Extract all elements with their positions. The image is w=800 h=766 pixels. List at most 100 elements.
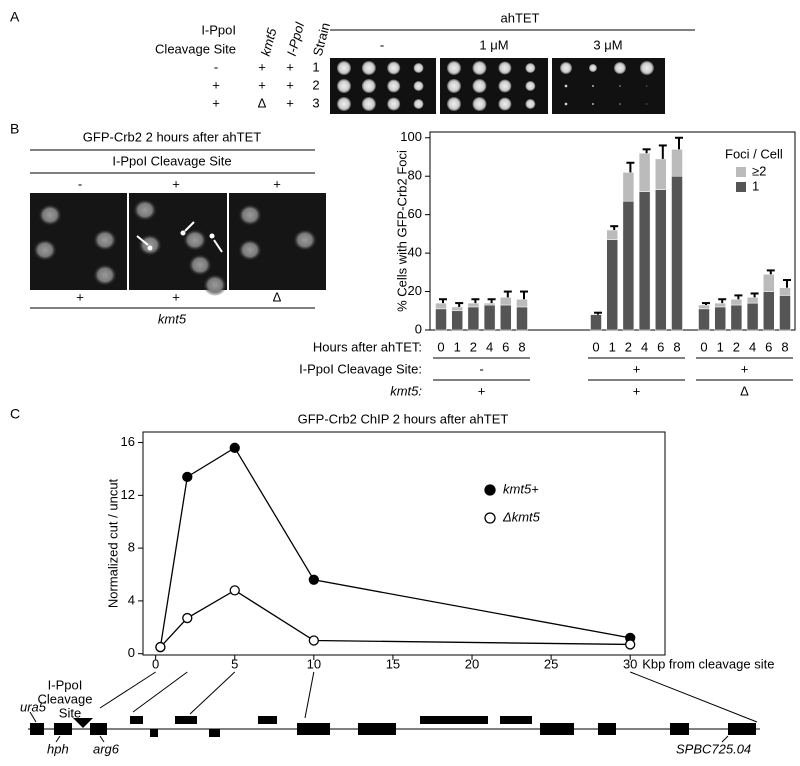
- cell: [238, 239, 262, 261]
- x-tick-label: 4: [749, 339, 756, 354]
- colony-spot: [588, 64, 597, 72]
- bar-segment: [435, 302, 447, 310]
- condition: -: [380, 37, 384, 52]
- table-cell: 3: [312, 95, 319, 110]
- table-cell: 2: [312, 77, 319, 92]
- bar-segment: [500, 304, 512, 331]
- x-tick-label: 10: [307, 656, 321, 671]
- bar-segment: [779, 295, 791, 331]
- y-axis-label: Normalized cut / uncut: [105, 478, 120, 608]
- condition: 1 μM: [479, 37, 508, 52]
- x-tick-label: 1: [609, 339, 616, 354]
- y-tick-label: 100: [400, 129, 422, 144]
- table-cell: +: [212, 77, 220, 92]
- bar-segment: [746, 297, 759, 304]
- y-tick-label: 40: [408, 245, 422, 260]
- arrow: [184, 221, 195, 232]
- gene-block: [728, 723, 756, 735]
- bar-segment: [638, 152, 651, 192]
- site-label: Cleavage: [38, 691, 93, 706]
- colony-spot: [646, 85, 648, 87]
- bar-segment: [516, 298, 528, 308]
- colony-spot: [591, 85, 594, 87]
- y-tick-label: 12: [121, 487, 135, 502]
- group-sign: +: [478, 383, 486, 398]
- gene-block: [500, 716, 532, 724]
- data-point: [625, 639, 636, 650]
- connector: [630, 671, 758, 723]
- colony-spot: [525, 99, 536, 109]
- bar-segment: [655, 158, 667, 190]
- connector: [132, 671, 188, 713]
- kmt5-sign: Δ: [273, 289, 282, 304]
- table-cell: Δ: [258, 95, 267, 110]
- colony-spot: [619, 103, 621, 105]
- group-row-label: kmt5:: [390, 383, 422, 398]
- y-tick-label: 16: [121, 434, 135, 449]
- gene-block: [258, 716, 277, 724]
- y-tick-label: 0: [415, 321, 422, 336]
- site-sign: -: [78, 176, 82, 191]
- colony-spot: [472, 79, 487, 93]
- legend-swatch: [736, 182, 746, 192]
- group-sign: Δ: [740, 383, 749, 398]
- bar-segment: [671, 149, 683, 177]
- focus: [180, 230, 186, 236]
- panel-title: GFP-Crb2 2 hours after ahTET: [83, 129, 262, 144]
- legend-label: ≥2: [752, 163, 766, 178]
- cell: [133, 199, 157, 221]
- colony-spot: [525, 63, 536, 73]
- connector: [99, 735, 105, 743]
- colony-spot: [498, 61, 512, 75]
- colony-spot: [646, 103, 648, 105]
- colony-spot: [472, 61, 487, 75]
- bar-segment: [622, 200, 635, 331]
- kmt5-sign: +: [76, 289, 84, 304]
- bar-segment: [516, 306, 528, 331]
- table-cell: +: [286, 59, 294, 74]
- bar-segment: [671, 175, 683, 331]
- bar-segment: [435, 308, 447, 331]
- bar-segment: [638, 191, 651, 331]
- y-tick-label: 60: [408, 206, 422, 221]
- panel-letter: C: [10, 406, 20, 422]
- gene-block: [420, 716, 488, 724]
- colony-spot: [447, 97, 461, 111]
- site-sign: +: [172, 176, 180, 191]
- colony-spot: [498, 97, 512, 111]
- legend-label: 1: [752, 178, 759, 193]
- bar-segment: [467, 306, 480, 331]
- bar-segment: [500, 297, 512, 306]
- cell: [138, 234, 162, 256]
- y-tick-label: 80: [408, 168, 422, 183]
- legend-marker: [484, 484, 496, 496]
- bar-segment: [655, 189, 667, 331]
- colony-spot: [564, 84, 568, 88]
- colony-spot: [361, 97, 376, 111]
- y-tick-label: 8: [128, 540, 135, 555]
- colony-spot: [498, 79, 512, 93]
- gene-block: [209, 729, 220, 737]
- bar-segment: [746, 302, 759, 331]
- x-tick-label: 6: [657, 339, 664, 354]
- gene-block: [30, 723, 44, 735]
- colony-spot: [447, 79, 461, 93]
- connector: [29, 711, 37, 723]
- treatment: ahTET: [500, 10, 539, 25]
- colony-spot: [361, 61, 376, 75]
- cell: [38, 204, 62, 226]
- gene-label: SPBC725.04: [676, 741, 751, 756]
- y-axis-label: % Cells with GFP-Crb2 Foci: [394, 150, 409, 312]
- group-row-label: I-PpoI Cleavage Site:: [299, 361, 422, 376]
- colony-spot: [387, 79, 401, 93]
- colony-spot: [413, 81, 424, 91]
- y-tick-label: 0: [128, 645, 135, 660]
- cell: [33, 239, 57, 261]
- x-tick-label: 0: [152, 656, 159, 671]
- gene-block: [540, 723, 574, 735]
- cell: [188, 254, 212, 276]
- x-tick-label: 1: [454, 339, 461, 354]
- gene-block: [297, 723, 330, 735]
- plates: [330, 58, 665, 114]
- colony-spot: [591, 103, 594, 105]
